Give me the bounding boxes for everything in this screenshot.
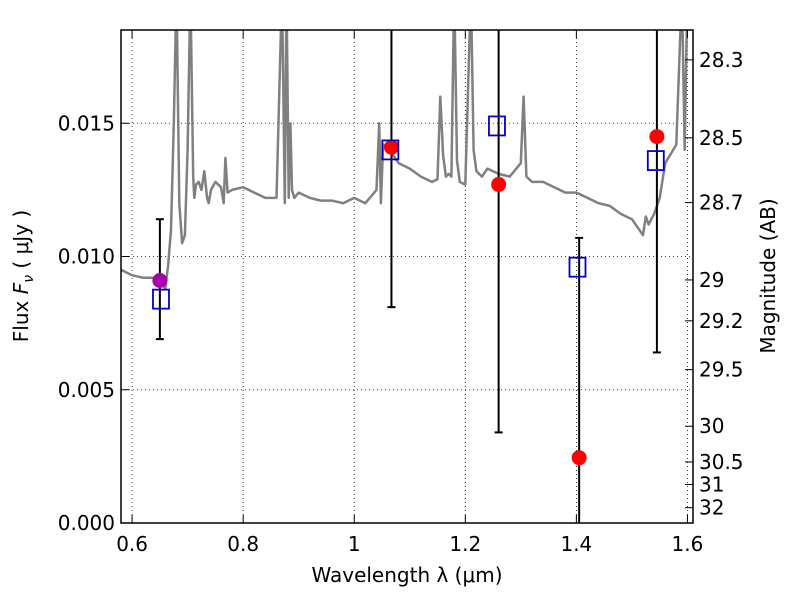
right-tick-label: 32 — [699, 496, 724, 520]
right-tick-label: 29.5 — [699, 358, 744, 382]
y-tick-label: 0.005 — [58, 378, 115, 402]
y-axis-title: Flux Fν ( μJy ) — [9, 210, 37, 342]
model-square — [152, 288, 170, 310]
data-point — [152, 272, 168, 288]
right-tick-label: 28.3 — [699, 48, 744, 72]
plot-background — [121, 30, 693, 523]
ticks: 0.6 0.8 1 1.2 1.4 1.6 0.000 0.005 0.010 0.015 28.3… — [58, 30, 744, 556]
right-tick-label: 29 — [699, 268, 724, 292]
model-square — [646, 150, 665, 171]
x-tick-label: 0.6 — [116, 532, 148, 556]
model-square — [488, 115, 506, 137]
right-tick-label: 31 — [699, 472, 724, 496]
right-tick-label: 28.5 — [699, 126, 744, 150]
model-square — [568, 256, 587, 278]
right-axis-title: Magnitude (AB) — [756, 198, 780, 353]
data-point — [383, 139, 399, 155]
data-point — [649, 129, 665, 145]
x-tick-label: 0.8 — [227, 532, 259, 556]
model-square — [381, 139, 400, 161]
right-tick-label: 30 — [699, 414, 724, 438]
right-tick-label: 30.5 — [699, 450, 744, 474]
y-tick-label: 0.000 — [58, 511, 115, 535]
y-tick-label: 0.015 — [58, 111, 115, 135]
y-axis-title-unit: ( μJy ) — [9, 210, 33, 275]
x-axis-title: Wavelength λ (μm) — [311, 563, 502, 587]
plot-frame — [120, 29, 694, 524]
x-tick-label: 1.6 — [672, 532, 704, 556]
spectrum-layer — [121, 30, 688, 290]
data-point — [571, 450, 587, 466]
y-tick-label: 0.010 — [58, 245, 115, 269]
spectrum-line — [121, 30, 688, 290]
right-tick-label: 28.7 — [699, 191, 744, 215]
y-axis-title-symbol: F — [9, 282, 33, 294]
x-tick-label: 1.4 — [560, 532, 592, 556]
marker-layer — [152, 115, 665, 466]
right-tick-label: 29.2 — [699, 309, 744, 333]
x-tick-label: 1.2 — [449, 532, 481, 556]
y-axis-title-subscript: ν — [21, 275, 37, 283]
errorbar-layer — [155, 30, 661, 523]
y-axis-title-prefix: Flux — [9, 294, 33, 342]
data-point — [491, 177, 507, 193]
x-tick-label: 1 — [348, 532, 361, 556]
